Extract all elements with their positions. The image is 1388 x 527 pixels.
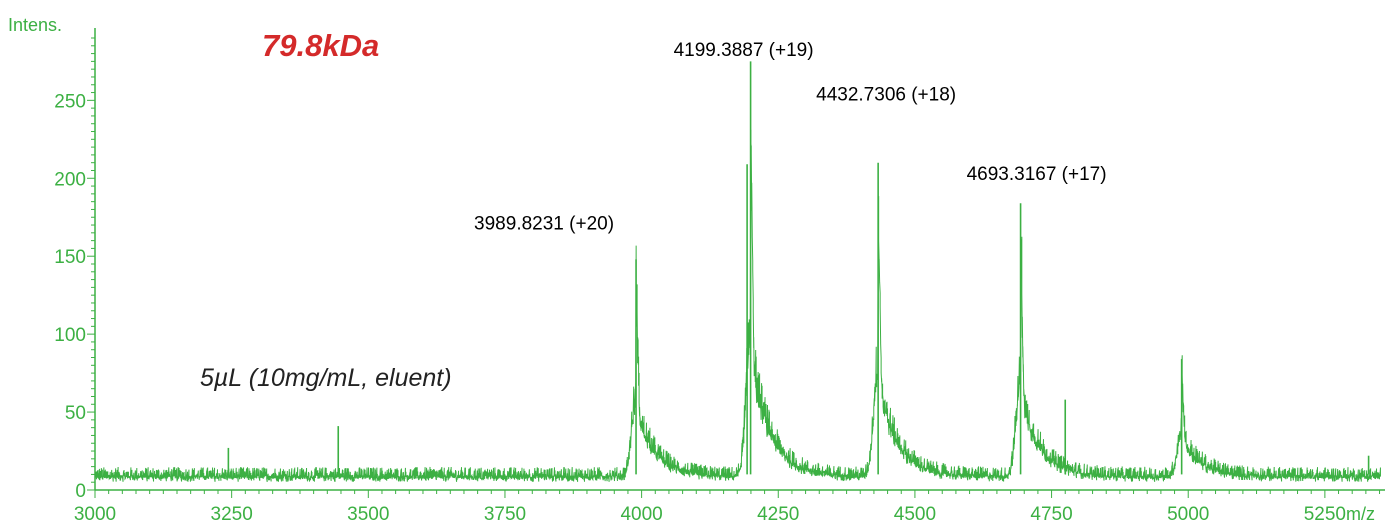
x-tick-label: 4750 (1030, 504, 1072, 525)
peak-label: 3989.8231 (+20) (474, 213, 614, 234)
sample-annotation: 5µL (10mg/mL, eluent) (200, 364, 452, 392)
y-tick-label: 0 (75, 481, 86, 502)
x-tick-label: 3750 (484, 504, 526, 525)
x-tick-label: 3000 (74, 504, 116, 525)
x-tick-label: 4000 (620, 504, 662, 525)
peak-label: 4693.3167 (+17) (967, 164, 1107, 185)
tick-labels: 3000 3250 3500 3750 4000 4250 4500 4750 5000 5250… (54, 91, 1346, 525)
y-tick-label: 150 (54, 247, 86, 268)
x-tick-label: 4250 (757, 504, 799, 525)
x-tick-label: 5000 (1167, 504, 1209, 525)
spectrum-trace (94, 61, 1381, 482)
y-tick-label: 50 (65, 403, 86, 424)
spectrum-line (94, 129, 1381, 482)
x-axis-title: m/z (1346, 504, 1375, 524)
x-tick-label: 3500 (347, 504, 389, 525)
x-tick-label: 4500 (894, 504, 936, 525)
x-tick-label: 3250 (211, 504, 253, 525)
peak-labels: 3989.8231 (+20) 4199.3887 (+19) 4432.7306 … (474, 40, 1107, 234)
peak-label: 4199.3887 (+19) (674, 40, 814, 61)
y-tick-label: 200 (54, 169, 86, 190)
peak-label: 4432.7306 (+18) (816, 85, 956, 106)
y-tick-label: 100 (54, 325, 86, 346)
axes (87, 28, 1385, 498)
x-tick-label: 5250 (1304, 504, 1346, 525)
y-tick-label: 250 (54, 91, 86, 112)
y-axis-title: Intens. (8, 15, 62, 35)
chart-title: 79.8kDa (262, 28, 379, 63)
